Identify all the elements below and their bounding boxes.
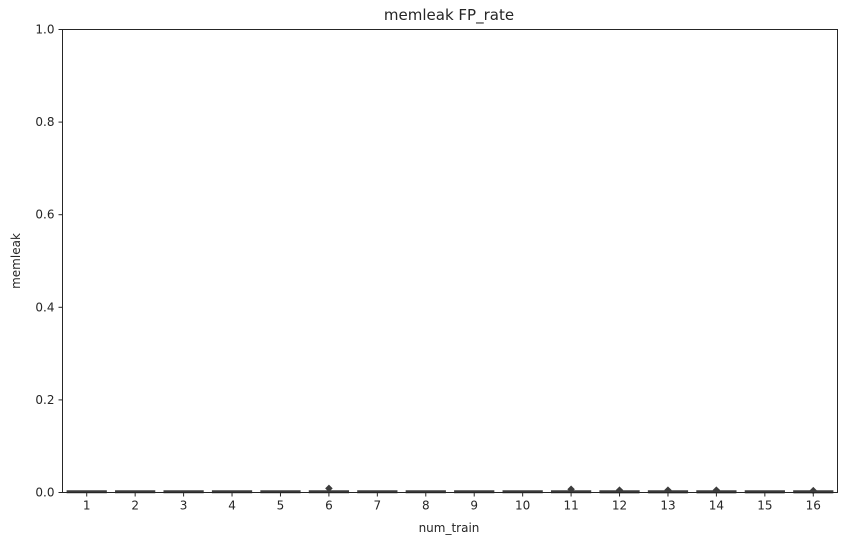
x-tick-label: 16 (806, 499, 821, 513)
y-tick-label: 0.0 (35, 486, 54, 500)
x-tick-label: 14 (709, 499, 724, 513)
y-tick-label: 0.8 (35, 115, 54, 129)
y-tick-label: 1.0 (35, 23, 54, 37)
y-axis-label: memleak (9, 233, 23, 289)
x-tick-label: 15 (757, 499, 772, 513)
x-tick-label: 3 (180, 499, 188, 513)
y-tick-label: 0.2 (35, 393, 54, 407)
x-tick-label: 6 (325, 499, 333, 513)
x-tick-label: 4 (228, 499, 236, 513)
x-tick-label: 1 (83, 499, 91, 513)
x-tick-label: 11 (563, 499, 578, 513)
outlier-point (712, 486, 721, 494)
x-tick-label: 12 (612, 499, 627, 513)
x-tick-label: 9 (470, 499, 478, 513)
chart-title: memleak FP_rate (384, 6, 514, 25)
plot-area: 0.00.20.40.60.81.01 2 3 4 5 6 7 8 9 10 11 12 13 14 15 1… (35, 23, 834, 513)
outlier-point (664, 486, 672, 494)
x-tick-label: 7 (374, 499, 382, 513)
axes-frame (62, 29, 838, 493)
x-tick-label: 10 (515, 499, 530, 513)
outlier-point (615, 486, 624, 494)
y-tick-label: 0.6 (35, 208, 54, 222)
x-tick-label: 2 (131, 499, 139, 513)
x-axis-label: num_train (419, 521, 480, 535)
y-tick-label: 0.4 (35, 300, 54, 314)
x-tick-label: 8 (422, 499, 430, 513)
x-tick-label: 5 (277, 499, 285, 513)
outlier-point (325, 484, 333, 493)
x-tick-label: 13 (660, 499, 675, 513)
